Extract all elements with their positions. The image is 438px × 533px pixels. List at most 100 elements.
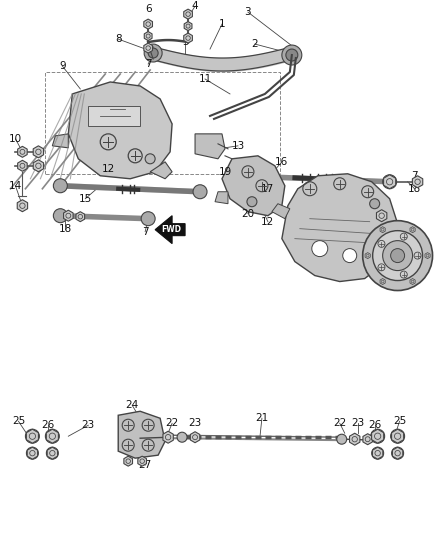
Text: 22: 22 <box>333 418 346 428</box>
Text: 25: 25 <box>12 416 25 426</box>
Polygon shape <box>64 210 73 221</box>
Circle shape <box>312 240 328 256</box>
Polygon shape <box>184 33 192 43</box>
Polygon shape <box>33 146 43 158</box>
Polygon shape <box>18 147 27 157</box>
Circle shape <box>286 49 298 61</box>
Polygon shape <box>392 429 404 443</box>
Text: 26: 26 <box>368 420 381 430</box>
Text: 4: 4 <box>192 1 198 11</box>
Polygon shape <box>350 433 360 445</box>
Polygon shape <box>365 253 370 259</box>
Circle shape <box>26 447 39 459</box>
Polygon shape <box>88 106 140 126</box>
Text: 18: 18 <box>408 184 421 193</box>
Circle shape <box>177 432 187 442</box>
Circle shape <box>363 221 433 290</box>
Polygon shape <box>155 216 185 244</box>
Circle shape <box>391 248 405 263</box>
Polygon shape <box>46 429 58 443</box>
Circle shape <box>369 243 381 255</box>
Circle shape <box>379 255 397 272</box>
Polygon shape <box>118 411 165 458</box>
Polygon shape <box>47 447 57 459</box>
Text: 22: 22 <box>166 418 179 428</box>
Text: 3: 3 <box>245 7 251 17</box>
Circle shape <box>148 48 158 58</box>
Text: 24: 24 <box>126 400 139 410</box>
Circle shape <box>141 212 155 225</box>
Circle shape <box>370 199 380 209</box>
Text: 6: 6 <box>145 4 152 14</box>
Text: 8: 8 <box>115 34 121 44</box>
Text: 7: 7 <box>411 171 418 181</box>
Polygon shape <box>377 209 387 222</box>
Text: 26: 26 <box>42 420 55 430</box>
Polygon shape <box>190 432 200 443</box>
Text: 20: 20 <box>241 209 254 219</box>
Circle shape <box>53 179 67 193</box>
Text: 23: 23 <box>188 418 201 428</box>
Polygon shape <box>363 434 372 445</box>
Polygon shape <box>272 204 290 219</box>
Polygon shape <box>124 456 133 466</box>
Text: 11: 11 <box>198 74 212 84</box>
Circle shape <box>383 259 392 269</box>
Polygon shape <box>184 22 192 30</box>
Circle shape <box>193 185 207 199</box>
Text: 7: 7 <box>145 59 152 69</box>
Polygon shape <box>282 174 398 281</box>
Circle shape <box>392 447 403 459</box>
Circle shape <box>343 248 357 263</box>
Circle shape <box>372 447 384 459</box>
Polygon shape <box>18 160 27 171</box>
Polygon shape <box>144 19 152 29</box>
Polygon shape <box>215 192 228 204</box>
Circle shape <box>282 45 302 65</box>
Circle shape <box>391 429 405 443</box>
Circle shape <box>383 240 413 271</box>
Polygon shape <box>33 160 43 172</box>
Circle shape <box>247 197 257 207</box>
Polygon shape <box>384 175 396 189</box>
Circle shape <box>46 429 59 443</box>
Text: 7: 7 <box>142 227 148 237</box>
Circle shape <box>25 429 39 443</box>
Text: 12: 12 <box>102 164 115 174</box>
Text: 12: 12 <box>261 217 275 227</box>
Text: 23: 23 <box>351 418 364 428</box>
Text: 17: 17 <box>261 184 275 193</box>
Polygon shape <box>17 200 28 212</box>
Polygon shape <box>144 43 152 53</box>
Polygon shape <box>76 212 85 222</box>
Circle shape <box>144 44 162 62</box>
Circle shape <box>53 209 67 223</box>
Polygon shape <box>425 253 430 259</box>
Polygon shape <box>371 429 384 443</box>
Circle shape <box>337 434 347 444</box>
Polygon shape <box>27 447 38 459</box>
Text: 18: 18 <box>59 224 72 233</box>
Circle shape <box>373 231 423 280</box>
Text: 5: 5 <box>182 37 188 47</box>
Polygon shape <box>380 227 385 233</box>
Text: 19: 19 <box>219 167 232 177</box>
Text: 23: 23 <box>81 420 95 430</box>
Circle shape <box>383 175 397 189</box>
Text: 21: 21 <box>255 413 268 423</box>
Polygon shape <box>195 134 225 159</box>
Text: 9: 9 <box>59 61 66 71</box>
Polygon shape <box>410 279 415 285</box>
Polygon shape <box>372 447 383 459</box>
Circle shape <box>46 447 58 459</box>
Polygon shape <box>150 162 172 179</box>
Circle shape <box>262 168 274 180</box>
Text: 14: 14 <box>9 181 22 191</box>
Polygon shape <box>413 176 423 188</box>
Circle shape <box>231 169 245 183</box>
Polygon shape <box>144 31 152 41</box>
Polygon shape <box>26 429 39 443</box>
Polygon shape <box>222 156 285 216</box>
Polygon shape <box>392 447 403 459</box>
Text: 2: 2 <box>251 39 258 49</box>
